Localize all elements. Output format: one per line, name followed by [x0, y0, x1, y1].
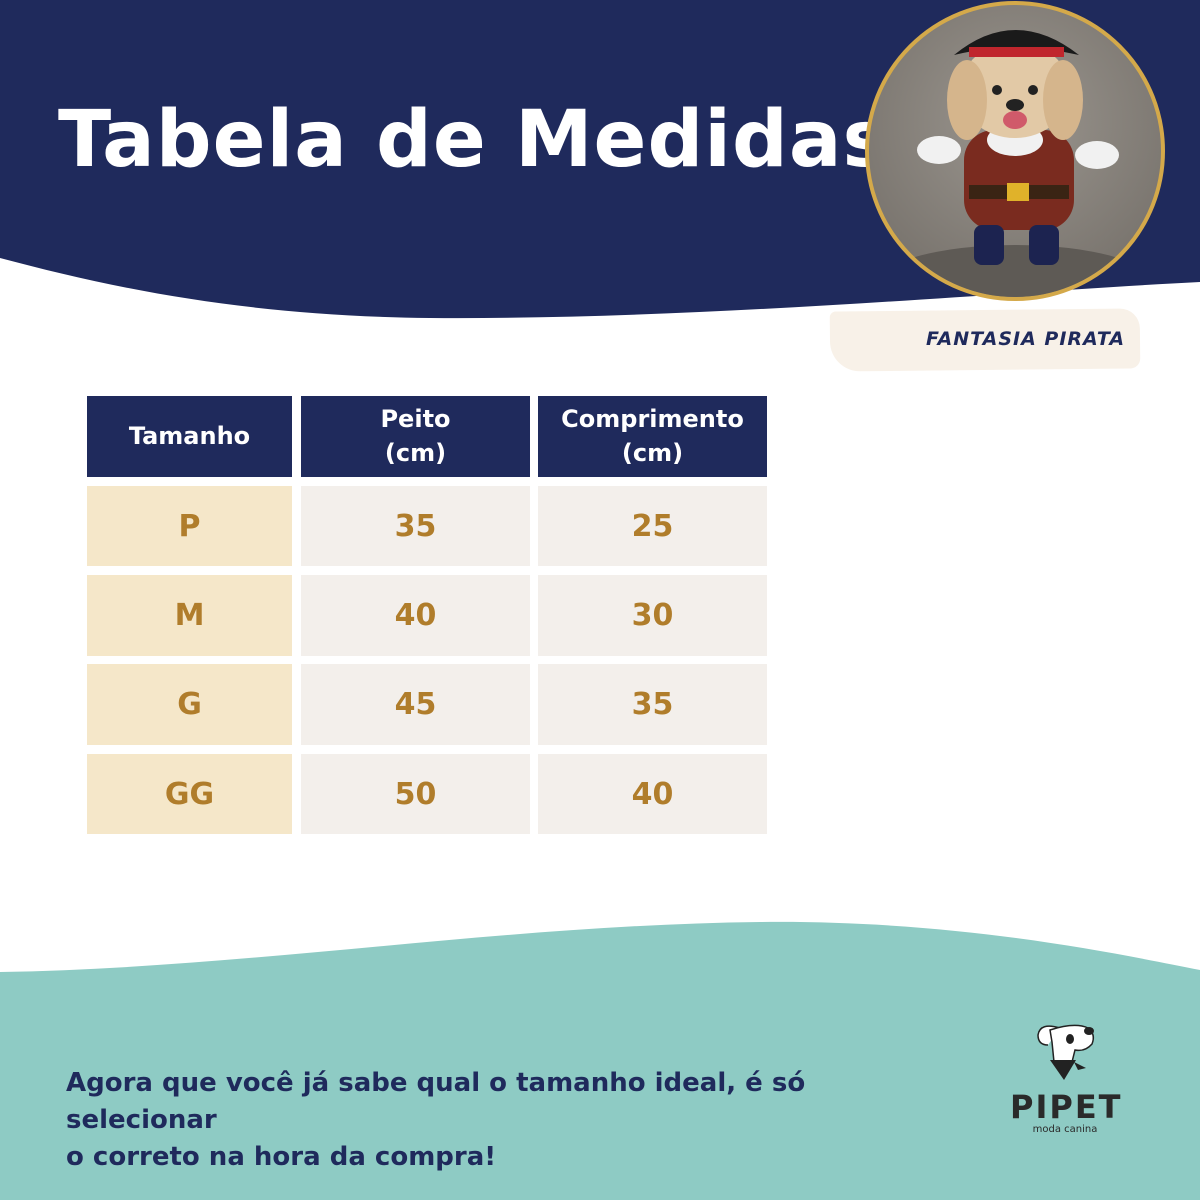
- header-text: Peito: [380, 404, 451, 433]
- footer-line: Agora que você já sabe qual o tamanho id…: [66, 1068, 806, 1135]
- footer-line: o correto na hora da compra!: [66, 1142, 497, 1172]
- header-tamanho: Tamanho: [87, 396, 292, 477]
- comprimento-cell: 25: [538, 486, 767, 566]
- header-text: Comprimento: [561, 404, 744, 433]
- peito-cell: 40: [301, 575, 530, 656]
- size-cell: P: [87, 486, 292, 566]
- logo-brand: PIPET: [1010, 1088, 1123, 1126]
- size-cell: M: [87, 575, 292, 656]
- peito-cell: 45: [301, 664, 530, 745]
- peito-cell: 35: [301, 486, 530, 566]
- size-cell: G: [87, 664, 292, 745]
- header-unit: (cm): [621, 438, 684, 467]
- logo-tagline: moda canina: [1032, 1124, 1098, 1135]
- size-cell: GG: [87, 754, 292, 834]
- header-peito: Peito (cm): [301, 396, 530, 477]
- page-title: Tabela de Medidas: [58, 95, 890, 185]
- footer-message: Agora que você já sabe qual o tamanho id…: [66, 1065, 946, 1176]
- footer-wave: [0, 921, 1200, 1200]
- product-label: FANTASIA PIRATA: [926, 328, 1126, 350]
- peito-cell: 50: [301, 754, 530, 834]
- comprimento-cell: 30: [538, 575, 767, 656]
- dog-logo-icon: [1037, 1024, 1095, 1080]
- comprimento-cell: 40: [538, 754, 767, 834]
- product-photo: [865, 1, 1165, 301]
- brand-logo: PIPET moda canina: [1010, 1020, 1123, 1135]
- comprimento-cell: 35: [538, 664, 767, 745]
- header-comprimento: Comprimento (cm): [538, 396, 767, 477]
- header-unit: (cm): [384, 438, 447, 467]
- header-text: Tamanho: [128, 421, 251, 450]
